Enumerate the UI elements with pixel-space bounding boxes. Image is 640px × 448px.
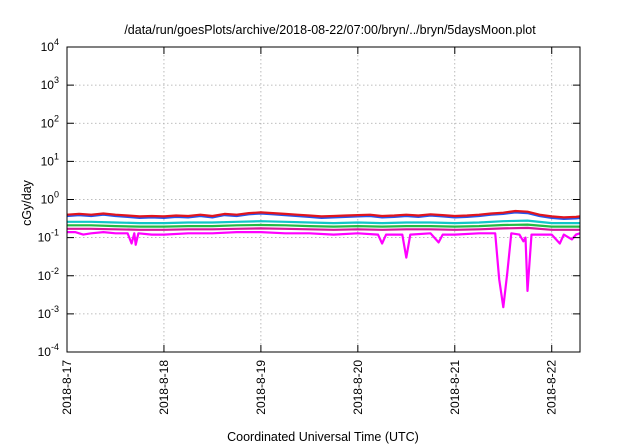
x-axis-label: Coordinated Universal Time (UTC)	[227, 430, 419, 444]
y-tick-label: 10-4	[38, 342, 59, 359]
x-ticks: 2018-8-17 2018-8-18 2018-8-19 2018-8-20 2018…	[60, 47, 559, 415]
x-tick-label: 2018-8-18	[157, 360, 171, 415]
y-tick-label: 10-3	[38, 304, 59, 321]
y-tick-label: 10-2	[38, 266, 59, 283]
series-line	[67, 231, 581, 309]
y-tick-label: 104	[41, 37, 59, 54]
x-tick-label: 2018-8-20	[351, 360, 365, 415]
y-axis-label: cGy/day	[20, 179, 34, 226]
series-line	[66, 209, 581, 219]
x-tick-label: 2018-8-21	[448, 360, 462, 415]
y-tick-label: 103	[41, 75, 59, 92]
y-tick-label: 101	[41, 151, 59, 168]
chart-title: /data/run/goesPlots/archive/2018-08-22/0…	[124, 23, 536, 37]
y-tick-label: 10-1	[38, 228, 59, 245]
x-tick-label: 2018-8-19	[254, 360, 268, 415]
y-ticks: 10-4 10-3 10-2 10-1 100 101 102 103 104	[38, 37, 580, 359]
series-line	[66, 211, 581, 220]
plot-area	[66, 209, 581, 309]
x-tick-label: 2018-8-17	[60, 360, 74, 415]
x-tick-label: 2018-8-22	[545, 360, 559, 415]
y-tick-label: 102	[41, 113, 59, 130]
series-line	[67, 219, 580, 225]
series-line	[67, 226, 580, 231]
series-line	[67, 223, 580, 228]
y-tick-label: 100	[41, 190, 59, 207]
